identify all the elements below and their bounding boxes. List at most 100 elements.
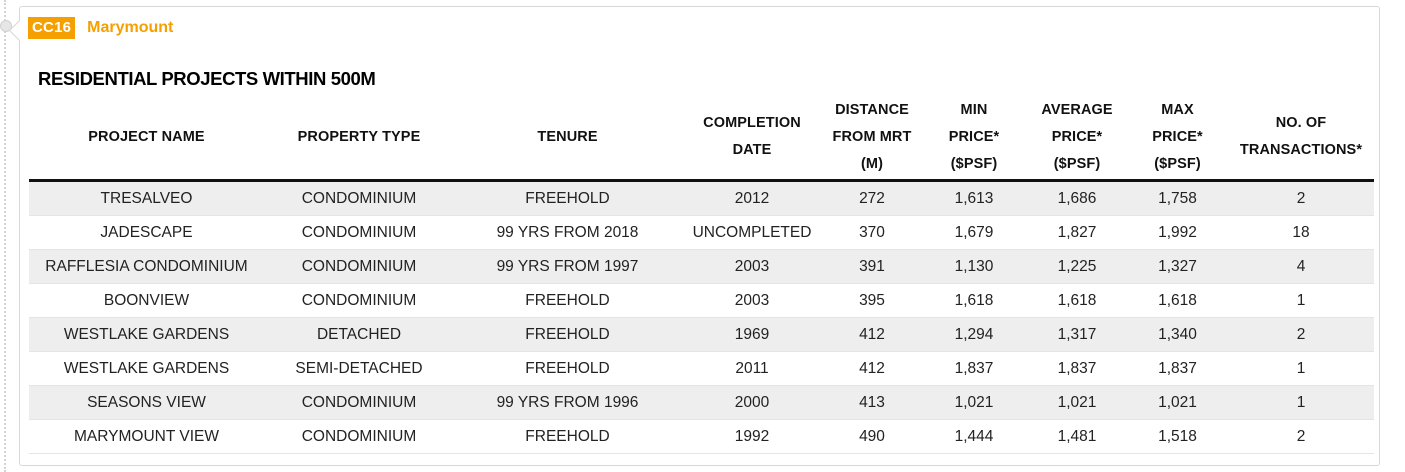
- table-cell-no-of-transactions: 2: [1228, 317, 1374, 352]
- column-header-line: ($PSF): [1154, 155, 1201, 172]
- table-row: TRESALVEO CONDOMINIUM FREEHOLD 2012 272 1,613…: [29, 180, 1374, 216]
- table-cell-min-price: 1,618: [921, 283, 1027, 318]
- column-header-line: PRICE*: [948, 128, 1000, 145]
- table-cell-property-type: CONDOMINIUM: [264, 419, 454, 454]
- table-cell-max-price: 1,518: [1127, 419, 1228, 454]
- column-header-max-price: MAX PRICE* ($PSF): [1127, 95, 1228, 182]
- column-header-line: PRICE*: [1051, 128, 1103, 145]
- projects-table: PROJECT NAME PROPERTY TYPE TENURE COMPLETIO…: [29, 95, 1374, 454]
- table-body: TRESALVEO CONDOMINIUM FREEHOLD 2012 272 1,613…: [29, 180, 1374, 454]
- table-cell-average-price: 1,481: [1027, 419, 1127, 454]
- table-cell-project-name: JADESCAPE: [29, 215, 264, 250]
- table-cell-min-price: 1,613: [921, 180, 1027, 216]
- table-row: BOONVIEW CONDOMINIUM FREEHOLD 2003 395 1,618 1…: [29, 283, 1374, 318]
- column-header-line: PROJECT NAME: [88, 128, 205, 145]
- table-row: WESTLAKE GARDENS DETACHED FREEHOLD 1969 412 1…: [29, 317, 1374, 352]
- table-cell-average-price: 1,827: [1027, 215, 1127, 250]
- table-cell-min-price: 1,021: [921, 385, 1027, 420]
- table-cell-max-price: 1,758: [1127, 180, 1228, 216]
- table-cell-completion-date: 1969: [681, 317, 823, 352]
- table-cell-completion-date: 2011: [681, 351, 823, 386]
- column-header-project-name: PROJECT NAME: [29, 95, 264, 182]
- table-cell-tenure: FREEHOLD: [454, 180, 681, 216]
- table-cell-distance-from-mrt: 412: [823, 317, 921, 352]
- column-header-completion-date: COMPLETION DATE: [681, 95, 823, 182]
- column-header-line: PRICE*: [1152, 128, 1203, 145]
- column-header-line: ($PSF): [1053, 155, 1101, 172]
- table-cell-distance-from-mrt: 490: [823, 419, 921, 454]
- column-header-line: MIN: [960, 101, 988, 118]
- column-header-line: ($PSF): [950, 155, 998, 172]
- table-cell-average-price: 1,686: [1027, 180, 1127, 216]
- table-cell-min-price: 1,837: [921, 351, 1027, 386]
- table-cell-project-name: SEASONS VIEW: [29, 385, 264, 420]
- table-cell-completion-date: 2003: [681, 249, 823, 284]
- table-cell-max-price: 1,021: [1127, 385, 1228, 420]
- table-cell-property-type: CONDOMINIUM: [264, 249, 454, 284]
- table-cell-project-name: WESTLAKE GARDENS: [29, 351, 264, 386]
- table-cell-max-price: 1,992: [1127, 215, 1228, 250]
- card-pointer: [8, 19, 31, 42]
- column-header-line: MAX: [1161, 101, 1194, 118]
- table-cell-property-type: CONDOMINIUM: [264, 283, 454, 318]
- table-cell-tenure: 99 YRS FROM 1997: [454, 249, 681, 284]
- column-header-line: AVERAGE: [1041, 101, 1113, 118]
- table-cell-completion-date: 1992: [681, 419, 823, 454]
- table-cell-property-type: CONDOMINIUM: [264, 215, 454, 250]
- table-cell-no-of-transactions: 1: [1228, 283, 1374, 318]
- table-cell-min-price: 1,294: [921, 317, 1027, 352]
- station-card: CC16 Marymount RESIDENTIAL PROJECTS WITH…: [8, 6, 1380, 466]
- table-cell-average-price: 1,317: [1027, 317, 1127, 352]
- table-cell-tenure: FREEHOLD: [454, 317, 681, 352]
- table-cell-distance-from-mrt: 412: [823, 351, 921, 386]
- table-cell-max-price: 1,618: [1127, 283, 1228, 318]
- table-cell-min-price: 1,444: [921, 419, 1027, 454]
- table-row: MARYMOUNT VIEW CONDOMINIUM FREEHOLD 1992 490…: [29, 419, 1374, 454]
- table-header-row: PROJECT NAME PROPERTY TYPE TENURE COMPLETIO…: [29, 95, 1374, 182]
- table-cell-max-price: 1,340: [1127, 317, 1228, 352]
- column-header-line: DATE: [732, 142, 772, 158]
- table-cell-min-price: 1,130: [921, 249, 1027, 284]
- column-header-line: TENURE: [537, 128, 598, 145]
- section-title: RESIDENTIAL PROJECTS WITHIN 500M: [38, 68, 376, 89]
- table-cell-average-price: 1,021: [1027, 385, 1127, 420]
- table-cell-property-type: SEMI-DETACHED: [264, 351, 454, 386]
- column-header-tenure: TENURE: [454, 95, 681, 182]
- table-cell-completion-date: 2003: [681, 283, 823, 318]
- table-cell-project-name: BOONVIEW: [29, 283, 264, 318]
- table-cell-no-of-transactions: 4: [1228, 249, 1374, 284]
- column-header-line: (M): [860, 155, 884, 172]
- table-cell-distance-from-mrt: 395: [823, 283, 921, 318]
- column-header-property-type: PROPERTY TYPE: [264, 95, 454, 182]
- table-cell-tenure: 99 YRS FROM 2018: [454, 215, 681, 250]
- column-header-line: DISTANCE: [835, 101, 909, 118]
- column-header-average-price: AVERAGE PRICE* ($PSF): [1027, 95, 1127, 182]
- column-header-line: COMPLETION: [703, 115, 801, 131]
- table-cell-distance-from-mrt: 391: [823, 249, 921, 284]
- table-row: WESTLAKE GARDENS SEMI-DETACHED FREEHOLD 201…: [29, 351, 1374, 386]
- table-cell-project-name: TRESALVEO: [29, 180, 264, 216]
- table-cell-project-name: WESTLAKE GARDENS: [29, 317, 264, 352]
- table-cell-tenure: FREEHOLD: [454, 419, 681, 454]
- table-cell-tenure: FREEHOLD: [454, 283, 681, 318]
- column-header-line: PROPERTY TYPE: [297, 128, 421, 145]
- table-row: JADESCAPE CONDOMINIUM 99 YRS FROM 2018 UNCO…: [29, 215, 1374, 250]
- table-cell-no-of-transactions: 1: [1228, 385, 1374, 420]
- table-cell-project-name: MARYMOUNT VIEW: [29, 419, 264, 454]
- table-cell-average-price: 1,837: [1027, 351, 1127, 386]
- station-name-link[interactable]: Marymount: [87, 19, 174, 36]
- table-cell-completion-date: 2000: [681, 385, 823, 420]
- table-cell-average-price: 1,225: [1027, 249, 1127, 284]
- table-cell-max-price: 1,327: [1127, 249, 1228, 284]
- table-cell-average-price: 1,618: [1027, 283, 1127, 318]
- table-cell-completion-date: UNCOMPLETED: [681, 215, 823, 250]
- table-cell-property-type: DETACHED: [264, 317, 454, 352]
- table-cell-no-of-transactions: 18: [1228, 215, 1374, 250]
- table-cell-no-of-transactions: 1: [1228, 351, 1374, 386]
- column-header-distance-from-mrt: DISTANCE FROM MRT (M): [823, 95, 921, 182]
- table-cell-tenure: FREEHOLD: [454, 351, 681, 386]
- table-cell-property-type: CONDOMINIUM: [264, 180, 454, 216]
- table-cell-no-of-transactions: 2: [1228, 419, 1374, 454]
- table-cell-no-of-transactions: 2: [1228, 180, 1374, 216]
- column-header-line: TRANSACTIONS*: [1239, 142, 1363, 158]
